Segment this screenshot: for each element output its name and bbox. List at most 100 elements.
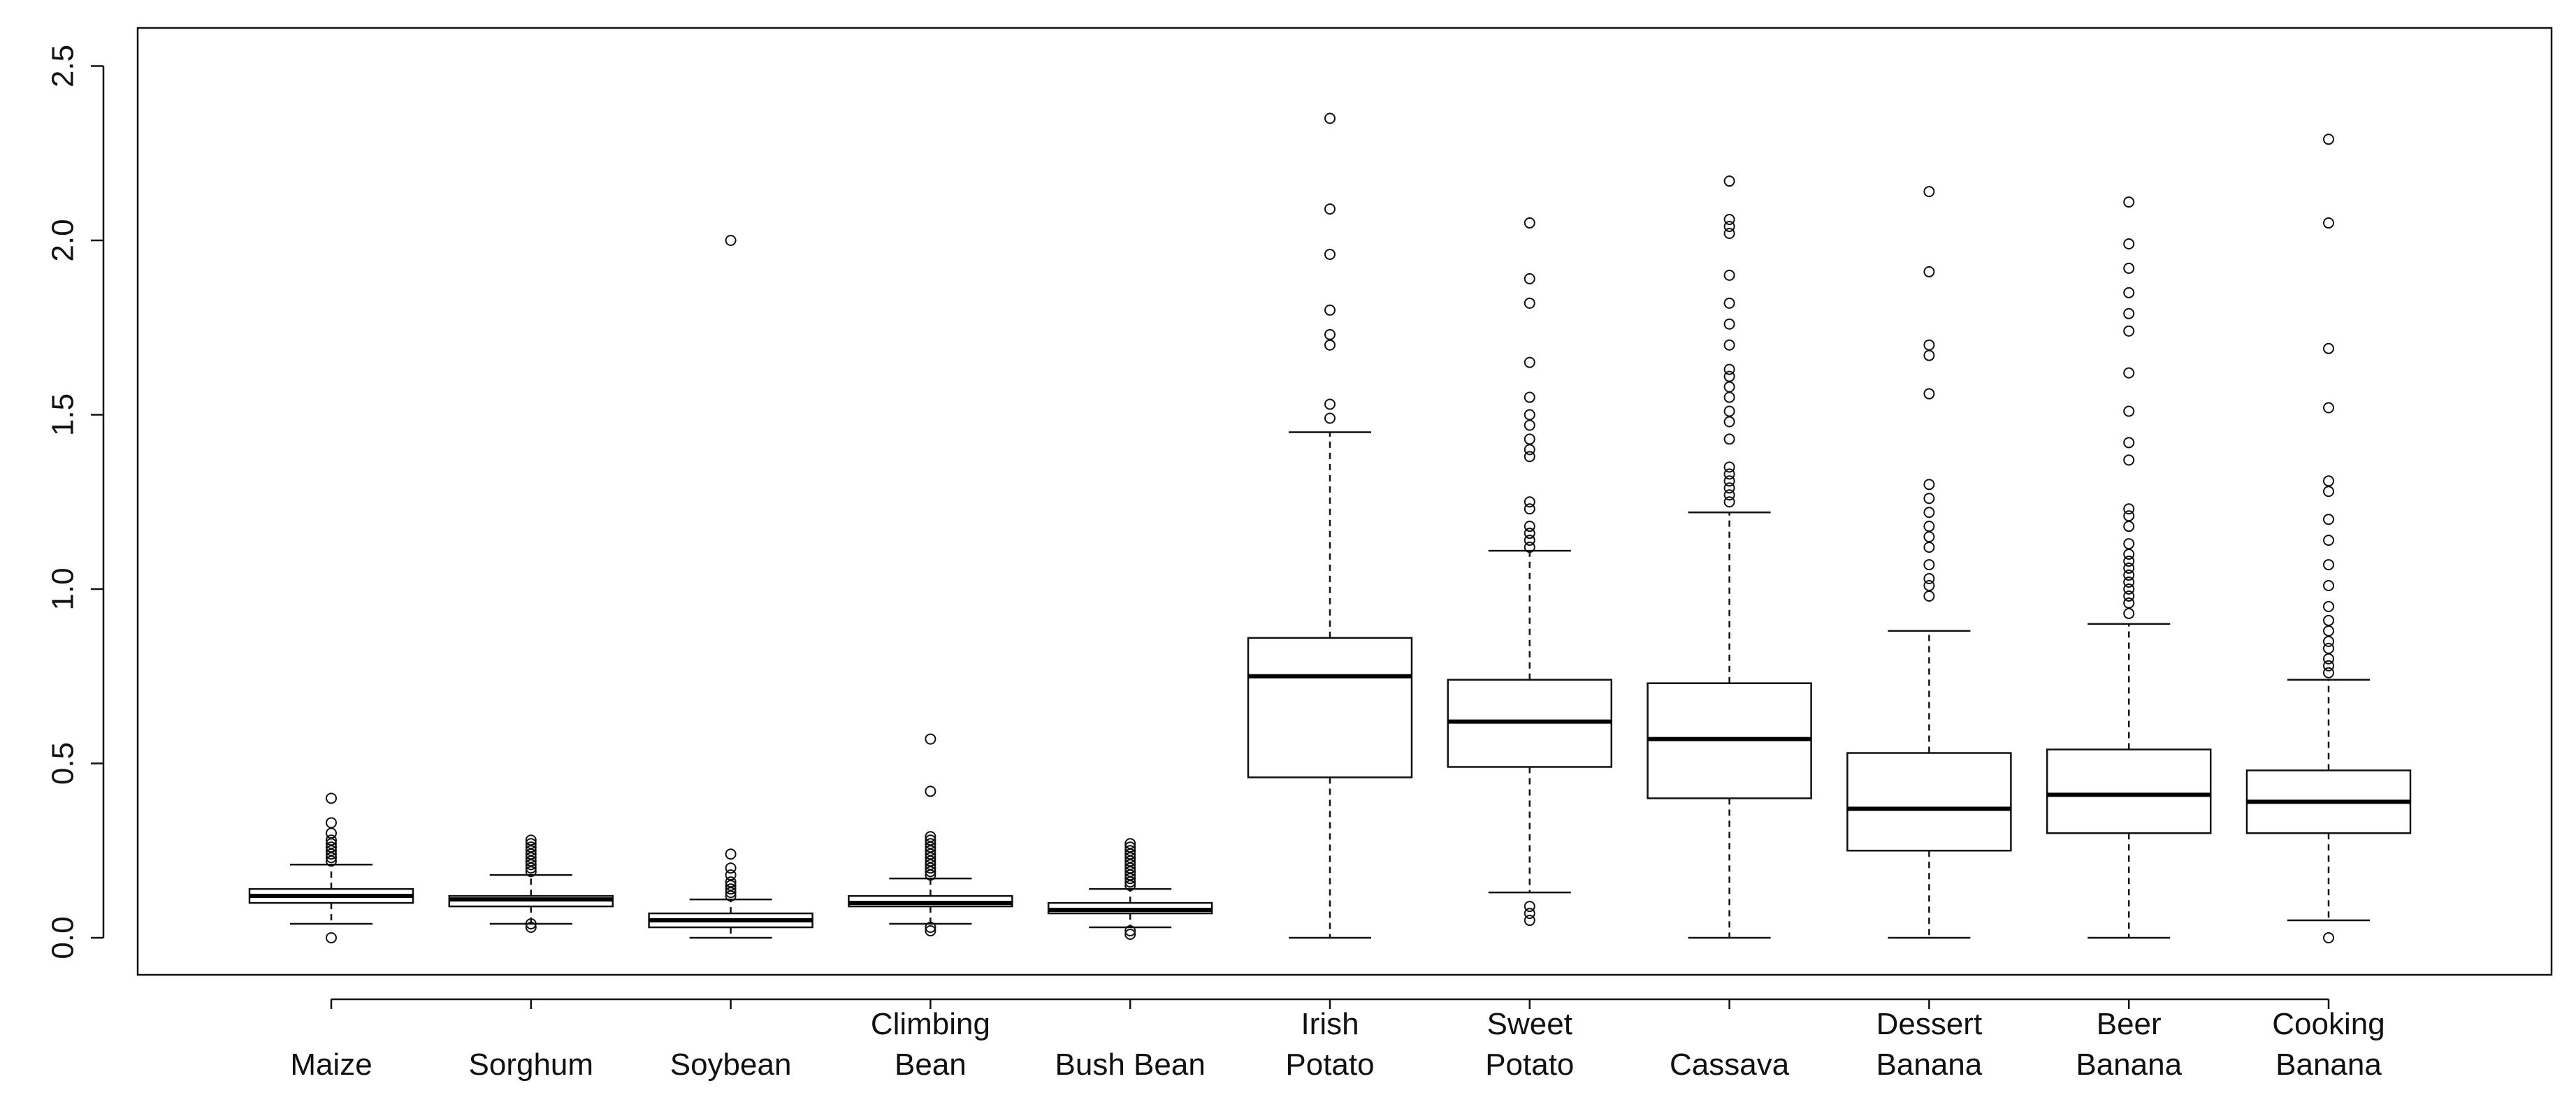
y-tick-label: 1.0 bbox=[46, 567, 80, 610]
outlier-point bbox=[1723, 416, 1735, 428]
outlier-point bbox=[2123, 437, 2135, 449]
y-tick-label: 1.5 bbox=[46, 393, 80, 436]
boxes bbox=[248, 113, 2412, 943]
outlier-point bbox=[1324, 339, 1336, 351]
outlier-point bbox=[1723, 363, 1735, 375]
outlier-point bbox=[1723, 461, 1735, 473]
outlier-point bbox=[2323, 653, 2334, 665]
outlier-point bbox=[1324, 304, 1336, 316]
x-tick-label: Dessert bbox=[1876, 1007, 1983, 1041]
outlier-point bbox=[1524, 273, 1535, 284]
outlier-point bbox=[326, 932, 337, 943]
x-tick-label: Cassava bbox=[1670, 1047, 1790, 1082]
outlier-point bbox=[1124, 838, 1136, 850]
outlier-point bbox=[2323, 635, 2334, 647]
box-group bbox=[2046, 196, 2212, 939]
outlier-point bbox=[1124, 929, 1136, 941]
outlier-point bbox=[1723, 496, 1735, 508]
outlier-point bbox=[326, 827, 337, 839]
outlier-point bbox=[1723, 214, 1735, 226]
outlier-point bbox=[1923, 349, 1935, 361]
y-tick-label: 2.0 bbox=[46, 219, 80, 261]
box-group bbox=[1647, 175, 1812, 939]
box-group bbox=[2245, 133, 2412, 943]
box-group bbox=[1247, 113, 1413, 939]
outlier-point bbox=[1524, 908, 1535, 920]
outlier-point bbox=[2123, 503, 2135, 515]
outlier-point bbox=[1524, 496, 1535, 508]
outlier-point bbox=[2123, 405, 2135, 417]
outlier-point bbox=[2323, 600, 2334, 612]
outlier-point bbox=[1723, 221, 1735, 233]
outlier-point bbox=[1723, 391, 1735, 403]
box-group bbox=[1447, 217, 1613, 927]
outlier-point bbox=[1324, 203, 1336, 215]
outlier-point bbox=[2323, 559, 2334, 571]
outlier-point bbox=[1524, 451, 1535, 463]
outlier-point bbox=[1524, 535, 1535, 546]
outlier-point bbox=[326, 834, 337, 846]
outlier-point bbox=[925, 785, 936, 797]
outlier-point bbox=[2323, 486, 2334, 498]
outlier-point bbox=[1923, 590, 1935, 602]
outlier-point bbox=[1124, 845, 1136, 857]
outlier-point bbox=[2123, 607, 2135, 619]
outlier-point bbox=[1723, 370, 1735, 382]
outlier-point bbox=[2123, 367, 2135, 379]
outlier-point bbox=[925, 925, 936, 937]
outlier-point bbox=[1723, 297, 1735, 309]
outlier-point bbox=[1923, 573, 1935, 585]
x-tick-label: Sweet bbox=[1487, 1007, 1572, 1041]
box-iqr bbox=[1247, 637, 1413, 778]
outlier-point bbox=[925, 834, 936, 846]
outlier-point bbox=[2123, 549, 2135, 560]
outlier-point bbox=[2123, 287, 2135, 298]
outlier-point bbox=[1324, 328, 1336, 340]
outlier-point bbox=[2123, 538, 2135, 550]
x-tick-label: Irish bbox=[1301, 1007, 1359, 1041]
outlier-point bbox=[725, 235, 737, 246]
outlier-point bbox=[1923, 339, 1935, 351]
outlier-point bbox=[1923, 559, 1935, 571]
outlier-point bbox=[2123, 262, 2135, 274]
outlier-point bbox=[725, 869, 737, 881]
outlier-point bbox=[2323, 667, 2334, 679]
outlier-point bbox=[1524, 901, 1535, 913]
outlier-point bbox=[1524, 409, 1535, 421]
outlier-point bbox=[2123, 597, 2135, 609]
outlier-point bbox=[1723, 269, 1735, 281]
x-tick-label: Bush Bean bbox=[1055, 1047, 1206, 1082]
outlier-point bbox=[2123, 238, 2135, 249]
outlier-point bbox=[1524, 356, 1535, 368]
outlier-point bbox=[1524, 503, 1535, 515]
outlier-point bbox=[1923, 507, 1935, 519]
outlier-point bbox=[1923, 580, 1935, 592]
outlier-point bbox=[1923, 531, 1935, 543]
outlier-point bbox=[1723, 405, 1735, 417]
outlier-point bbox=[2123, 577, 2135, 588]
outlier-point bbox=[1524, 391, 1535, 403]
outlier-point bbox=[525, 841, 537, 853]
outlier-point bbox=[1524, 521, 1535, 532]
outlier-point bbox=[1723, 468, 1735, 480]
outlier-point bbox=[2323, 217, 2334, 229]
outlier-point bbox=[1124, 841, 1136, 853]
outlier-point bbox=[1923, 266, 1935, 277]
outlier-point bbox=[2323, 475, 2334, 487]
x-tick-label: Beer bbox=[2097, 1007, 2162, 1041]
outlier-point bbox=[1324, 113, 1336, 124]
outlier-point bbox=[925, 922, 936, 934]
outlier-point bbox=[1524, 419, 1535, 431]
outlier-point bbox=[1923, 186, 1935, 198]
outlier-point bbox=[925, 838, 936, 850]
y-axis: 0.0 0.5 1.0 1.5 2.0 2.5 bbox=[46, 45, 105, 959]
outlier-point bbox=[725, 848, 737, 860]
outlier-point bbox=[326, 792, 337, 804]
x-axis: Maize Sorghum Soybean Climbing Bean Bush Bean… bbox=[290, 998, 2385, 1082]
outlier-point bbox=[925, 733, 936, 745]
outlier-point bbox=[525, 838, 537, 850]
outlier-point bbox=[2123, 325, 2135, 337]
outlier-point bbox=[1524, 542, 1535, 553]
outlier-point bbox=[1524, 297, 1535, 309]
